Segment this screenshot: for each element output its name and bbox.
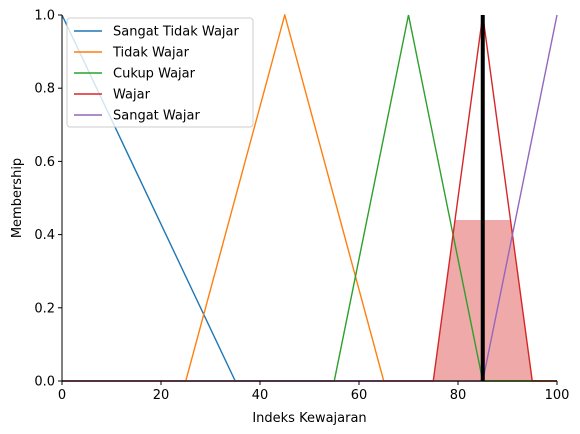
x-axis-label: Indeks Kewajaran [252,411,366,426]
x-tick-label-2: 40 [252,388,269,403]
legend-label-0: Sangat Tidak Wajar [113,25,240,40]
axes: 0 20 40 60 80 100 0.0 0.2 0.4 0.6 0.8 1.0 Indeks Kew… [10,9,569,427]
y-tick-label-1: 0.2 [34,301,55,316]
y-axis-label: Membership [10,158,25,238]
y-tick-label-5: 1.0 [34,9,55,24]
x-tick-label-1: 20 [153,388,170,403]
x-tick-label-5: 100 [545,388,570,403]
legend-label-3: Wajar [113,88,151,103]
y-tick-label-0: 0.0 [34,375,55,390]
y-tick-label-2: 0.4 [34,228,55,243]
legend: Sangat Tidak Wajar Tidak Wajar Cukup Wajar… [66,17,254,128]
x-tick-label-4: 80 [450,388,467,403]
legend-box [66,17,254,128]
legend-label-1: Tidak Wajar [112,46,190,61]
x-tick-label-3: 60 [351,388,368,403]
y-tick-label-3: 0.6 [34,155,55,170]
legend-label-2: Cukup Wajar [113,67,196,82]
legend-label-4: Sangat Wajar [113,109,200,124]
y-tick-label-4: 0.8 [34,82,55,97]
x-tick-label-0: 0 [58,388,66,403]
